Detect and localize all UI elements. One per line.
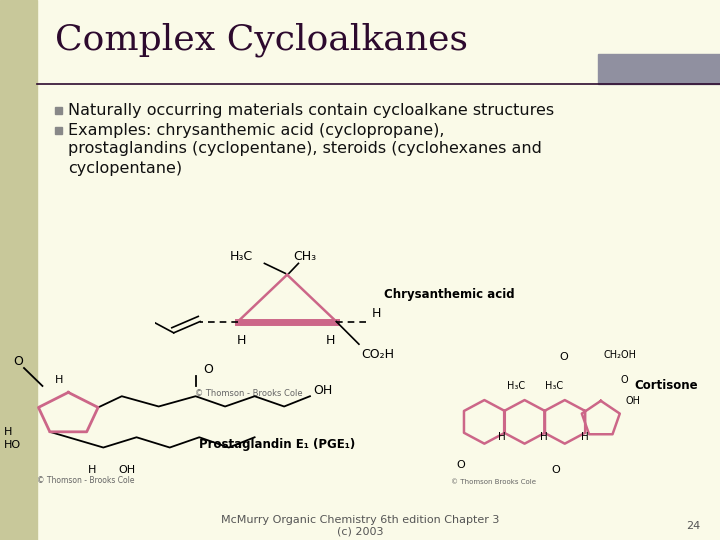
Bar — [55, 126, 63, 133]
Text: O: O — [203, 363, 213, 376]
Text: H: H — [4, 427, 12, 437]
Text: H: H — [88, 465, 96, 475]
Text: © Thomson - Brooks Cole: © Thomson - Brooks Cole — [37, 476, 135, 485]
Text: H: H — [498, 432, 506, 442]
Text: 24: 24 — [685, 521, 700, 531]
Text: OH: OH — [118, 465, 135, 475]
Text: O: O — [620, 375, 628, 386]
Text: McMurry Organic Chemistry 6th edition Chapter 3
(c) 2003: McMurry Organic Chemistry 6th edition Ch… — [221, 515, 499, 537]
Text: H: H — [582, 432, 589, 442]
Bar — [55, 106, 63, 113]
Text: CH₃: CH₃ — [293, 251, 316, 264]
Text: Prostaglandin E₁ (PGE₁): Prostaglandin E₁ (PGE₁) — [199, 437, 355, 450]
Text: O: O — [456, 460, 465, 470]
Text: H: H — [55, 375, 63, 386]
Text: Naturally occurring materials contain cycloalkane structures: Naturally occurring materials contain cy… — [68, 103, 554, 118]
Text: H: H — [237, 334, 246, 347]
Text: OH: OH — [626, 396, 641, 406]
Text: O: O — [551, 465, 559, 475]
Text: H₃C: H₃C — [545, 381, 564, 390]
Text: O: O — [14, 355, 23, 368]
Text: H: H — [372, 307, 382, 320]
Text: © Thomson Brooks Cole: © Thomson Brooks Cole — [451, 479, 536, 485]
Text: O: O — [559, 352, 568, 362]
Text: CH₂OH: CH₂OH — [603, 350, 636, 360]
Bar — [598, 54, 720, 84]
Text: © Thomson - Brooks Cole: © Thomson - Brooks Cole — [196, 389, 303, 398]
Text: Complex Cycloalkanes: Complex Cycloalkanes — [55, 23, 469, 57]
Text: prostaglandins (cyclopentane), steroids (cyclohexanes and: prostaglandins (cyclopentane), steroids … — [68, 141, 542, 157]
Text: H₃C: H₃C — [507, 381, 525, 390]
Text: H: H — [326, 334, 336, 347]
Text: Chrysanthemic acid: Chrysanthemic acid — [384, 288, 515, 301]
Text: CO₂H: CO₂H — [361, 348, 394, 361]
Text: OH: OH — [314, 383, 333, 397]
Bar — [0, 0, 37, 540]
Text: cyclopentane): cyclopentane) — [68, 160, 183, 176]
Text: HO: HO — [4, 440, 21, 449]
Text: H: H — [540, 432, 548, 442]
Text: Examples: chrysanthemic acid (cyclopropane),: Examples: chrysanthemic acid (cyclopropa… — [68, 123, 445, 138]
Text: Cortisone: Cortisone — [634, 379, 698, 392]
Text: H₃C: H₃C — [230, 251, 253, 264]
